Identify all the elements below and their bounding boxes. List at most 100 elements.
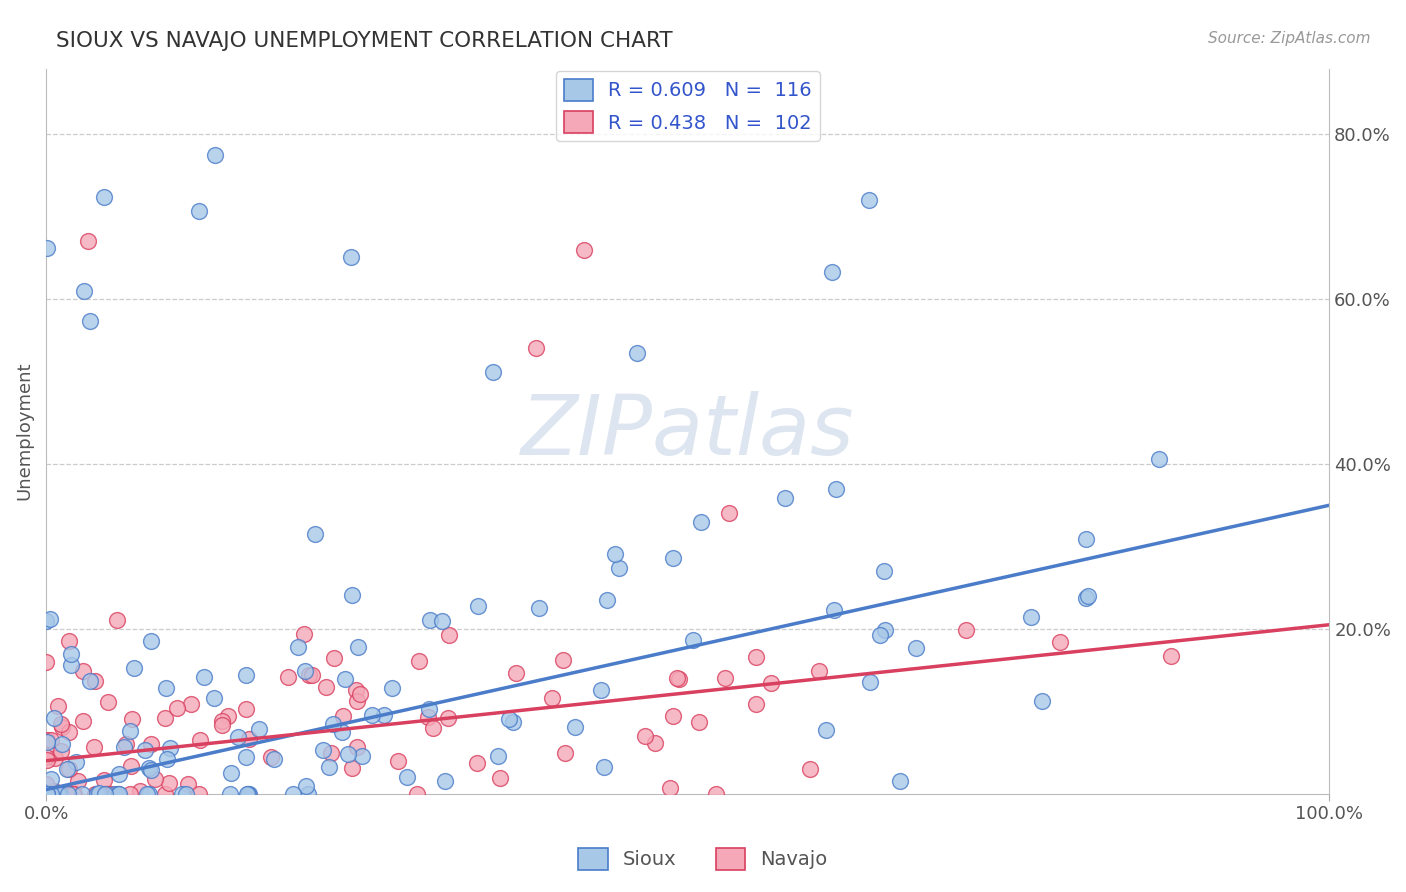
Point <box>260 750 283 764</box>
Point <box>136 787 159 801</box>
Point <box>332 708 354 723</box>
Point <box>145 772 167 786</box>
Point <box>97 695 120 709</box>
Text: ZIPatlas: ZIPatlas <box>520 391 855 472</box>
Point <box>689 515 711 529</box>
Point <box>659 780 682 795</box>
Point <box>93 190 115 204</box>
Point <box>236 787 259 801</box>
Point <box>112 739 135 754</box>
Point <box>344 683 367 698</box>
Point <box>249 722 271 736</box>
Point <box>55 787 77 801</box>
Point <box>666 672 689 686</box>
Point <box>373 708 395 723</box>
Point <box>873 623 896 637</box>
Point <box>41 787 63 801</box>
Point <box>416 710 439 724</box>
Point <box>104 787 127 801</box>
Point <box>235 749 257 764</box>
Point <box>564 721 586 735</box>
Point <box>174 787 197 801</box>
Point <box>153 787 176 801</box>
Point <box>574 243 596 257</box>
Point <box>79 314 101 328</box>
Point <box>44 783 66 797</box>
Legend: R = 0.609   N =  116, R = 0.438   N =  102: R = 0.609 N = 116, R = 0.438 N = 102 <box>555 71 820 141</box>
Point <box>814 723 837 737</box>
Point <box>295 779 318 793</box>
Point <box>301 667 323 681</box>
Point <box>93 772 115 787</box>
Point <box>35 614 58 628</box>
Point <box>48 787 70 801</box>
Point <box>277 670 299 684</box>
Point <box>773 491 796 505</box>
Point <box>84 787 107 801</box>
Point <box>86 787 108 801</box>
Point <box>153 711 176 725</box>
Point <box>49 717 72 731</box>
Point <box>422 721 444 735</box>
Point <box>821 265 844 279</box>
Point <box>211 718 233 732</box>
Point <box>346 694 368 708</box>
Point <box>465 756 488 770</box>
Point <box>482 365 505 379</box>
Point <box>238 787 260 801</box>
Point <box>141 737 163 751</box>
Point <box>202 691 225 706</box>
Point <box>396 770 419 784</box>
Point <box>437 711 460 725</box>
Point <box>714 671 737 685</box>
Point <box>1076 532 1098 546</box>
Point <box>502 714 524 729</box>
Point <box>107 787 129 801</box>
Point <box>39 787 62 801</box>
Point <box>1077 590 1099 604</box>
Point <box>193 670 215 684</box>
Point <box>1019 610 1042 624</box>
Point <box>340 588 363 602</box>
Point <box>1074 591 1097 606</box>
Point <box>661 551 683 566</box>
Point <box>873 564 896 578</box>
Point <box>347 640 370 655</box>
Point <box>333 673 356 687</box>
Point <box>593 760 616 774</box>
Point <box>346 739 368 754</box>
Point <box>406 787 429 801</box>
Point <box>72 664 94 678</box>
Point <box>235 668 257 682</box>
Point <box>115 737 138 751</box>
Point <box>121 713 143 727</box>
Point <box>330 725 353 739</box>
Point <box>235 702 257 716</box>
Point <box>807 665 830 679</box>
Point <box>107 787 129 801</box>
Point <box>70 787 93 801</box>
Point <box>35 777 58 791</box>
Point <box>159 741 181 756</box>
Point <box>527 601 550 615</box>
Point <box>180 697 202 711</box>
Point <box>408 654 430 668</box>
Point <box>100 787 122 801</box>
Point <box>554 746 576 760</box>
Point <box>589 682 612 697</box>
Point <box>87 786 110 800</box>
Point <box>381 681 404 695</box>
Point <box>35 787 58 801</box>
Point <box>108 787 131 801</box>
Point <box>72 714 94 729</box>
Point <box>668 673 690 687</box>
Point <box>65 755 87 769</box>
Point <box>63 787 86 801</box>
Point <box>340 251 363 265</box>
Point <box>49 744 72 758</box>
Point <box>129 784 152 798</box>
Point <box>35 241 58 255</box>
Point <box>138 761 160 775</box>
Point <box>505 665 527 680</box>
Point <box>35 753 58 767</box>
